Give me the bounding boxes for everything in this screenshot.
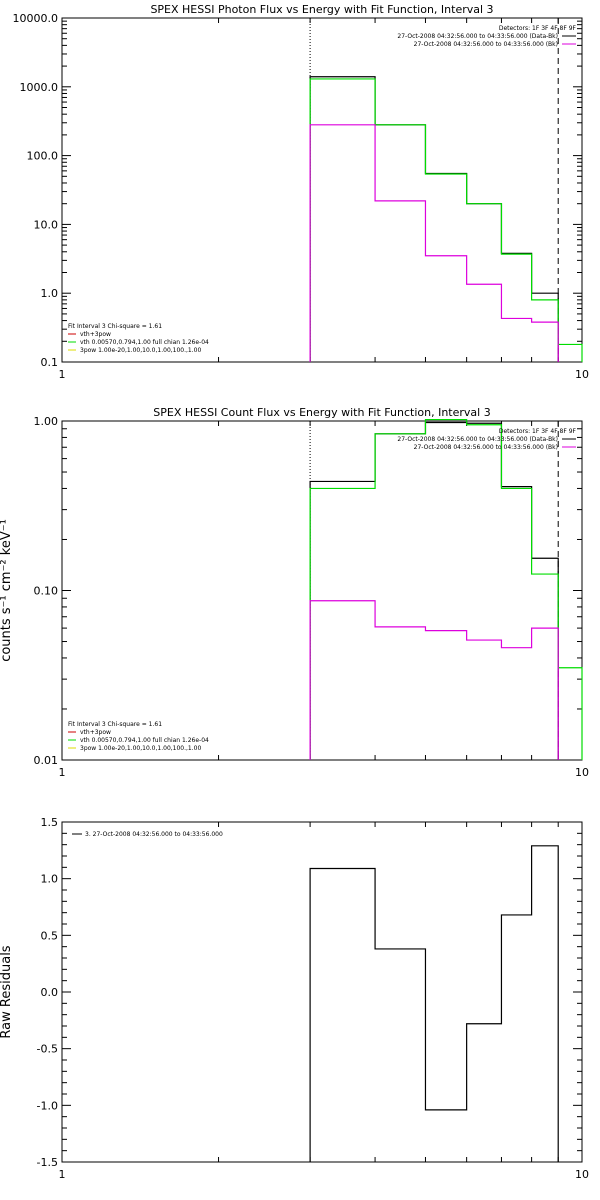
x-tick-label: 1 (59, 368, 66, 381)
y-tick-label: 1.5 (41, 816, 59, 829)
y-axis-label: counts s⁻¹ cm⁻² keV⁻¹ (0, 519, 14, 662)
y-tick-label: 0.01 (34, 754, 59, 767)
legend-fit-header: Fit Interval 3 Chi-square = 1.61 (68, 721, 162, 728)
y-tick-label: 0.10 (34, 585, 59, 598)
y-tick-label: 0.1 (41, 356, 59, 369)
y-tick-label: -1.0 (37, 1099, 58, 1112)
y-tick-label: 0.5 (41, 929, 59, 942)
legend-entry: 27-Oct-2008 04:32:56.000 to 04:33:56.000… (414, 444, 558, 451)
legend-fit-header: Fit Interval 3 Chi-square = 1.61 (68, 323, 162, 330)
series-3pow-line (309, 600, 559, 760)
legend-entry: 3pow 1.00e-20,1.00,10.0,1.00,100.,1.00 (80, 347, 201, 354)
legend-detectors: Detectors: 1F 3F 4F 8F 9F (499, 25, 577, 32)
panel-1: SPEX HESSI Photon Flux vs Energy with Fi… (13, 3, 590, 381)
x-tick-label: 1 (59, 766, 66, 779)
legend-entry: 3pow 1.00e-20,1.00,10.0,1.00,100.,1.00 (80, 745, 201, 752)
plot-frame (61, 420, 583, 761)
plot-frame (61, 821, 583, 1163)
series-vth-line (309, 418, 583, 760)
legend-entry: 3. 27-Oct-2008 04:32:56.000 to 04:33:56.… (85, 831, 223, 838)
series-data-line (309, 76, 559, 362)
legend-entry: 27-Oct-2008 04:32:56.000 to 04:33:56.000… (414, 41, 558, 48)
y-tick-label: 0.0 (41, 986, 59, 999)
y-tick-label: 10000.0 (13, 12, 59, 25)
series-data-line (309, 421, 559, 760)
y-tick-label: 1.00 (34, 415, 59, 428)
x-tick-label: 10 (575, 1168, 589, 1181)
legend-entry: vth 0.00570,0.794,1.00 full chian 1.26e-… (80, 737, 209, 744)
panel-2: SPEX HESSI Count Flux vs Energy with Fit… (0, 406, 589, 779)
x-tick-label: 10 (575, 766, 589, 779)
plot-frame (61, 17, 583, 363)
x-tick-label: 1 (59, 1168, 66, 1181)
series-vth-line (309, 78, 583, 362)
y-tick-label: 100.0 (27, 150, 59, 163)
y-tick-label: -1.5 (37, 1156, 58, 1169)
legend-entry: 27-Oct-2008 04:32:56.000 to 04:33:56.000… (397, 33, 558, 40)
legend-entry: vth 0.00570,0.794,1.00 full chian 1.26e-… (80, 339, 209, 346)
chart-title: SPEX HESSI Count Flux vs Energy with Fit… (153, 406, 490, 419)
legend-entry: vth+3pow (80, 331, 111, 338)
y-tick-label: -0.5 (37, 1043, 58, 1056)
chart-title: SPEX HESSI Photon Flux vs Energy with Fi… (150, 3, 493, 16)
panel-3: 1 10 -1.5 -1.0 -0.5 0.0 0.5 1.0 1.5 Raw Residuals… (0, 816, 589, 1181)
legend-entry: 27-Oct-2008 04:32:56.000 to 04:33:56.000… (397, 436, 558, 443)
y-tick-label: 10.0 (34, 218, 59, 231)
legend-entry: vth+3pow (80, 729, 111, 736)
series-3pow-line (309, 124, 559, 362)
x-tick-label: 10 (575, 368, 589, 381)
y-tick-label: 1.0 (41, 287, 59, 300)
legend-detectors: Detectors: 1F 3F 4F 8F 9F (499, 428, 577, 435)
y-tick-label: 1.0 (41, 873, 59, 886)
y-axis-label: Raw Residuals (0, 945, 14, 1038)
y-tick-label: 1000.0 (20, 81, 59, 94)
series-data-line (309, 845, 559, 1162)
